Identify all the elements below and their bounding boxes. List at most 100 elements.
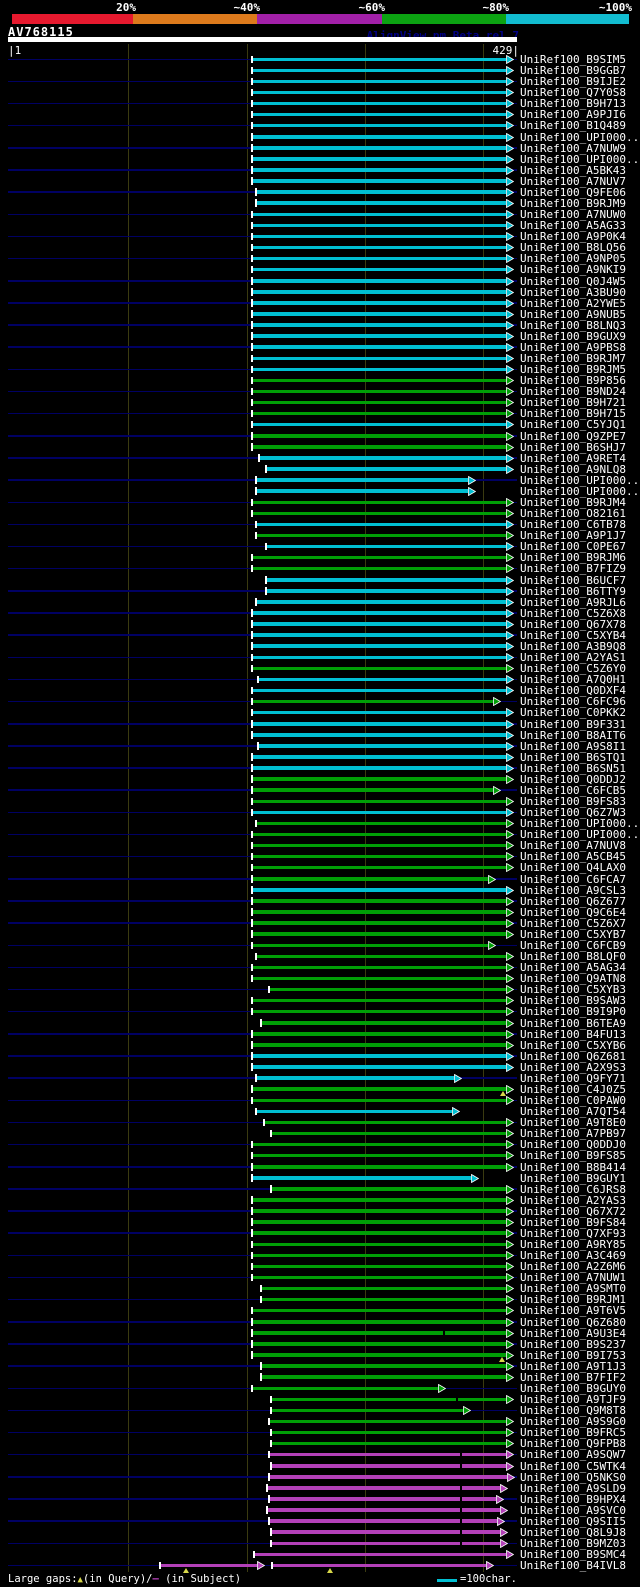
alignment-bar[interactable] xyxy=(262,1297,506,1302)
hit-label[interactable]: UniRef100_A9RJL6 xyxy=(520,595,626,609)
hit-label[interactable]: UniRef100_A9TJF9 xyxy=(520,1393,626,1407)
alignment-bar[interactable] xyxy=(253,267,506,272)
hit-label[interactable]: UniRef100_A7NUV8 xyxy=(520,839,626,853)
alignment-bar[interactable] xyxy=(270,1497,496,1501)
hit-label[interactable]: UniRef100_C4J0Z5 xyxy=(520,1082,626,1096)
alignment-bar[interactable] xyxy=(253,865,506,870)
alignment-bar[interactable] xyxy=(257,600,506,604)
alignment-bar[interactable] xyxy=(253,378,506,383)
alignment-bar[interactable] xyxy=(272,1430,506,1435)
alignment-bar[interactable] xyxy=(253,699,493,704)
alignment-bar[interactable] xyxy=(253,854,506,859)
hit-label[interactable]: UniRef100_A3BU90 xyxy=(520,285,626,299)
alignment-bar[interactable] xyxy=(262,1375,506,1379)
alignment-bar[interactable] xyxy=(272,1408,463,1413)
hit-label[interactable]: UniRef100_B9H713 xyxy=(520,97,626,111)
alignment-bar[interactable] xyxy=(253,256,506,261)
alignment-bar[interactable] xyxy=(259,744,506,748)
hit-label[interactable]: UniRef100_A9S9G0 xyxy=(520,1415,626,1429)
alignment-bar[interactable] xyxy=(267,578,506,582)
hit-label[interactable]: UniRef100_B9F331 xyxy=(520,717,626,731)
alignment-bar[interactable] xyxy=(253,644,506,648)
alignment-bar[interactable] xyxy=(253,500,506,504)
alignment-bar[interactable] xyxy=(253,755,506,759)
alignment-bar[interactable] xyxy=(253,434,506,438)
hit-label[interactable]: UniRef100_Q6Z7W3 xyxy=(520,806,626,820)
hit-label[interactable]: UniRef100_UPI000.. xyxy=(520,473,640,487)
hit-label[interactable]: UniRef100_B9RJM6 xyxy=(520,551,626,565)
alignment-bar[interactable] xyxy=(272,1187,506,1191)
alignment-bar[interactable] xyxy=(253,1320,506,1324)
hit-label[interactable]: UniRef100_C5Z6X8 xyxy=(520,606,626,620)
hit-label[interactable]: UniRef100_Q9SII5 xyxy=(520,1514,626,1528)
hit-label[interactable]: UniRef100_Q9FPB8 xyxy=(520,1437,626,1451)
alignment-bar[interactable] xyxy=(270,1452,506,1457)
hit-label[interactable]: UniRef100_A9PJI6 xyxy=(520,108,626,122)
hit-label[interactable]: UniRef100_A5AG34 xyxy=(520,961,626,975)
alignment-bar[interactable] xyxy=(253,411,506,416)
hit-label[interactable]: UniRef100_B7FIZ9 xyxy=(520,562,626,576)
hit-label[interactable]: UniRef100_B6STQ1 xyxy=(520,750,626,764)
hit-label[interactable]: UniRef100_A9T6V5 xyxy=(520,1304,626,1318)
alignment-bar[interactable] xyxy=(253,932,506,936)
hit-label[interactable]: UniRef100_C5XYB4 xyxy=(520,628,626,642)
hit-label[interactable]: UniRef100_Q0DXF4 xyxy=(520,684,626,698)
hit-label[interactable]: UniRef100_B9SIM5 xyxy=(520,53,626,66)
hit-label[interactable]: UniRef100_A7NUW1 xyxy=(520,1271,626,1285)
alignment-bar[interactable] xyxy=(253,168,506,172)
alignment-bar[interactable] xyxy=(267,589,506,593)
alignment-bar[interactable] xyxy=(253,622,506,626)
hit-label[interactable]: UniRef100_C5Z6X7 xyxy=(520,916,626,930)
hit-label[interactable]: UniRef100_A9NP05 xyxy=(520,252,626,266)
hit-label[interactable]: UniRef100_B9MZ03 xyxy=(520,1537,626,1551)
alignment-bar[interactable] xyxy=(272,1541,500,1546)
hit-label[interactable]: UniRef100_B9S237 xyxy=(520,1337,626,1351)
alignment-bar[interactable] xyxy=(253,290,506,294)
alignment-bar[interactable] xyxy=(257,478,468,482)
hit-label[interactable]: UniRef100_A7QT54 xyxy=(520,1105,626,1119)
alignment-bar[interactable] xyxy=(253,1032,506,1036)
hit-label[interactable]: UniRef100_C6FCA7 xyxy=(520,872,626,886)
alignment-bar[interactable] xyxy=(253,334,506,338)
hit-label[interactable]: UniRef100_C6FCB5 xyxy=(520,783,626,797)
alignment-bar[interactable] xyxy=(253,345,506,349)
hit-label[interactable]: UniRef100_Q9FE06 xyxy=(520,185,626,199)
hit-label[interactable]: UniRef100_B8LQF0 xyxy=(520,950,626,964)
alignment-bar[interactable] xyxy=(253,1165,506,1169)
hit-label[interactable]: UniRef100_B9RJM4 xyxy=(520,496,626,509)
hit-label[interactable]: UniRef100_B9RJM1 xyxy=(520,1293,626,1307)
hit-label[interactable]: UniRef100_B9GUY0 xyxy=(520,1382,626,1395)
hit-label[interactable]: UniRef100_A2YAS3 xyxy=(520,1193,626,1207)
alignment-bar[interactable] xyxy=(253,101,506,106)
alignment-bar[interactable] xyxy=(253,1331,506,1335)
alignment-bar[interactable] xyxy=(253,655,506,660)
alignment-bar[interactable] xyxy=(253,279,506,283)
hit-label[interactable]: UniRef100_A9CSL3 xyxy=(520,883,626,897)
hit-label[interactable]: UniRef100_C5Z6Y0 xyxy=(520,662,626,676)
alignment-bar[interactable] xyxy=(260,456,506,460)
alignment-bar[interactable] xyxy=(253,1098,506,1103)
hit-label[interactable]: UniRef100_A7NUV7 xyxy=(520,174,626,188)
hit-label[interactable]: UniRef100_B9RJM7 xyxy=(520,352,626,366)
hit-label[interactable]: UniRef100_A9P0K4 xyxy=(520,230,626,244)
alignment-bar[interactable] xyxy=(253,921,506,925)
alignment-bar[interactable] xyxy=(270,1475,507,1479)
alignment-bar[interactable] xyxy=(253,611,506,615)
hit-label[interactable]: UniRef100_B9IJE2 xyxy=(520,75,626,89)
alignment-bar[interactable] xyxy=(253,90,506,95)
hit-label[interactable]: UniRef100_B9P856 xyxy=(520,374,626,388)
alignment-bar[interactable] xyxy=(253,688,506,693)
alignment-bar[interactable] xyxy=(253,766,506,770)
alignment-bar[interactable] xyxy=(253,1264,506,1269)
alignment-bar[interactable] xyxy=(253,79,506,84)
alignment-bar[interactable] xyxy=(253,1087,506,1091)
alignment-bar[interactable] xyxy=(272,1530,500,1534)
alignment-bar[interactable] xyxy=(253,1176,471,1180)
hit-label[interactable]: UniRef100_A7NUW0 xyxy=(520,208,626,222)
alignment-bar[interactable] xyxy=(272,1131,506,1136)
hit-label[interactable]: UniRef100_A2YWE5 xyxy=(520,296,626,310)
hit-label[interactable]: UniRef100_C5YJQ1 xyxy=(520,418,626,432)
hit-label[interactable]: UniRef100_Q8L9J8 xyxy=(520,1525,626,1539)
hit-label[interactable]: UniRef100_C5XYB6 xyxy=(520,1038,626,1052)
hit-label[interactable]: UniRef100_C0PAW0 xyxy=(520,1094,626,1108)
